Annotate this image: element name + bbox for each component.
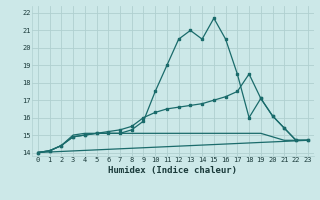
X-axis label: Humidex (Indice chaleur): Humidex (Indice chaleur) [108, 166, 237, 175]
